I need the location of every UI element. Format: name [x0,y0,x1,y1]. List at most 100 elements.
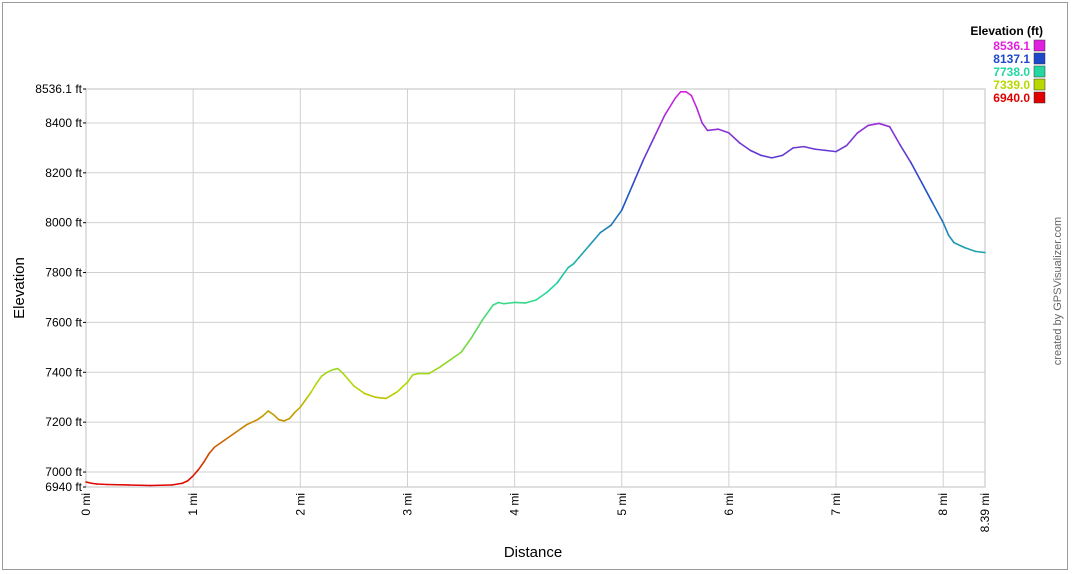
elevation-segment [261,410,269,417]
elevation-segment [326,369,334,374]
elevation-segment [545,281,559,294]
legend-swatch [1033,65,1046,78]
elevation-segment [347,378,355,387]
elevation-segment [310,382,318,394]
legend-entry-label: 8137.1 [993,52,1030,66]
elevation-segment [395,381,409,394]
elevation-segment [267,410,275,416]
elevation-segment [460,336,473,354]
legend-entry-label: 7738.0 [993,65,1030,79]
x-tick-labels: 0 mi 1 mi 2 mi 3 mi 4 mi 5 mi 6 mi 7 mi 8 mi 8.39… [79,493,992,532]
elevation-segment [481,311,489,321]
elevation-segment [770,154,784,159]
elevation-segment [353,385,366,395]
elevation-segment [385,391,398,400]
y-axis-label: Elevation [11,257,28,319]
elevation-segment [331,367,339,371]
legend-swatch [1033,39,1046,52]
elevation-segment [845,132,859,147]
elevation-segment [342,372,350,381]
plot-border [85,88,986,488]
elevation-segment [942,221,950,236]
elevation-segment [642,137,655,162]
elevation-line [85,90,986,487]
elevation-segment [824,149,837,153]
elevation-segment [728,132,741,144]
elevation-segment [224,431,237,441]
elevation-segment [572,256,580,265]
elevation-segment [181,479,189,485]
elevation-segment [90,482,98,485]
legend-swatch [1033,78,1046,91]
elevation-segment [197,461,205,471]
elevation-segment [953,241,966,249]
grid [85,88,986,488]
elevation-segment [910,162,923,184]
elevation-segment [272,413,280,421]
elevation-segment [578,244,591,259]
y-tick-label: 6940 ft [45,480,82,494]
elevation-segment [256,415,264,421]
elevation-segment [878,122,891,128]
elevation-segment [706,128,719,132]
x-tick-label: 6 mi [722,493,736,516]
elevation-segment [963,246,977,253]
x-tick-label: 7 mi [829,493,843,516]
elevation-segment [186,474,194,482]
elevation-segment [760,154,773,159]
elevation-segment [449,351,462,361]
elevation-segment [920,181,934,204]
x-axis-label: Distance [504,544,562,561]
elevation-segment [685,90,693,97]
elevation-segment [610,209,623,226]
x-tick-label: 2 mi [293,493,307,516]
elevation-segment [738,142,752,152]
x-tick-label: 1 mi [186,493,200,516]
credit-text: created by GPSVisualizer.com [1052,217,1064,365]
elevation-segment [931,201,945,224]
x-tick-label: 5 mi [615,493,629,516]
x-tick-label: 8 mi [936,493,950,516]
elevation-segment [208,446,216,455]
elevation-segment [701,122,709,132]
elevation-segment [337,367,344,375]
elevation-segment [556,266,569,284]
legend-entry-label: 8536.1 [993,39,1030,53]
elevation-segment [203,452,211,463]
elevation-segment [653,114,666,139]
elevation-segment [524,299,537,304]
y-tick-label: 8200 ft [45,166,82,180]
x-tick-label: 3 mi [400,493,414,516]
elevation-segment [631,159,644,187]
elevation-segment [487,304,494,314]
y-tick-label: 7000 ft [45,465,82,479]
elevation-segment [412,372,419,376]
elevation-segment [213,438,227,448]
elevation-segment [235,423,248,433]
y-tick-label: 8400 ft [45,116,82,130]
elevation-segment [781,147,794,157]
elevation-segment [192,468,200,477]
elevation-segment [245,421,253,426]
elevation-segment [304,391,312,401]
elevation-segment [674,90,682,99]
elevation-segment [497,301,505,305]
elevation-segment [599,224,612,234]
elevation-segment [374,396,387,400]
elevation-segment [438,359,452,369]
y-tick-label: 7600 ft [45,315,82,329]
elevation-segment [470,319,484,339]
elevation-segment [170,482,184,486]
elevation-segment [792,145,805,149]
elevation-segment [283,417,291,422]
legend-swatch [1033,91,1046,104]
x-tick-label: 4 mi [508,493,522,516]
elevation-segment [299,398,307,409]
elevation-segment [535,291,548,301]
elevation-segment [695,107,703,124]
elevation-segment [803,145,816,150]
elevation-segment [856,124,870,134]
elevation-segment [620,184,634,212]
